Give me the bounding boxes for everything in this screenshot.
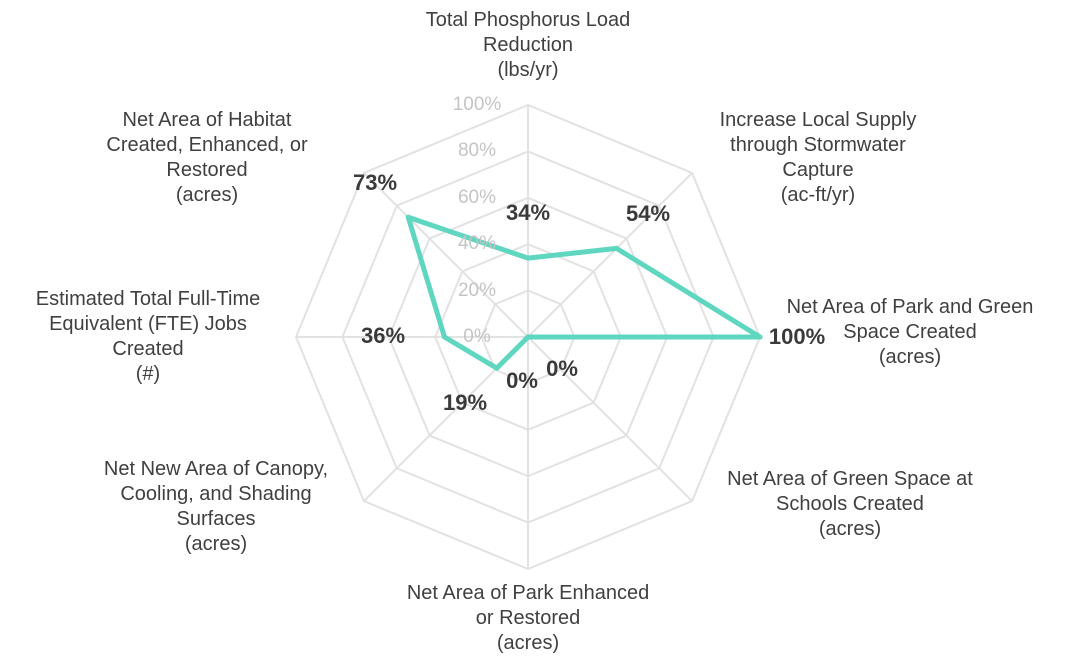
tick-label: 40% xyxy=(458,233,496,255)
value-label: 36% xyxy=(361,323,405,349)
axis-label: Estimated Total Full-Time Equivalent (FTE… xyxy=(36,287,261,387)
value-label: 54% xyxy=(626,201,670,227)
data-point xyxy=(758,335,763,340)
axis-label: Net Area of Green Space at Schools Create… xyxy=(727,467,973,542)
data-point xyxy=(526,335,531,340)
axis-label: Net New Area of Canopy, Cooling, and Shad… xyxy=(104,457,328,557)
value-label: 100% xyxy=(769,324,825,350)
value-label: 0% xyxy=(546,356,578,382)
axis-label: Increase Local Supply through Stormwater C… xyxy=(720,108,917,208)
axis-label: Net Area of Habitat Created, Enhanced, or… xyxy=(106,108,307,208)
data-point xyxy=(442,335,447,340)
data-point xyxy=(494,366,499,371)
tick-label: 100% xyxy=(453,94,502,116)
value-label: 73% xyxy=(353,170,397,196)
data-point xyxy=(526,256,531,261)
value-label: 0% xyxy=(506,368,538,394)
data-point xyxy=(614,246,619,251)
value-label: 34% xyxy=(506,200,550,226)
data-point xyxy=(406,215,411,220)
axis-label: Net Area of Park Enhanced or Restored (acr… xyxy=(407,581,649,656)
tick-label: 60% xyxy=(458,187,496,209)
tick-label: 20% xyxy=(458,280,496,302)
axis-label: Total Phosphorus Load Reduction (lbs/yr) xyxy=(426,8,631,83)
tick-label: 80% xyxy=(458,140,496,162)
tick-label: 0% xyxy=(463,326,490,348)
value-label: 19% xyxy=(443,390,487,416)
